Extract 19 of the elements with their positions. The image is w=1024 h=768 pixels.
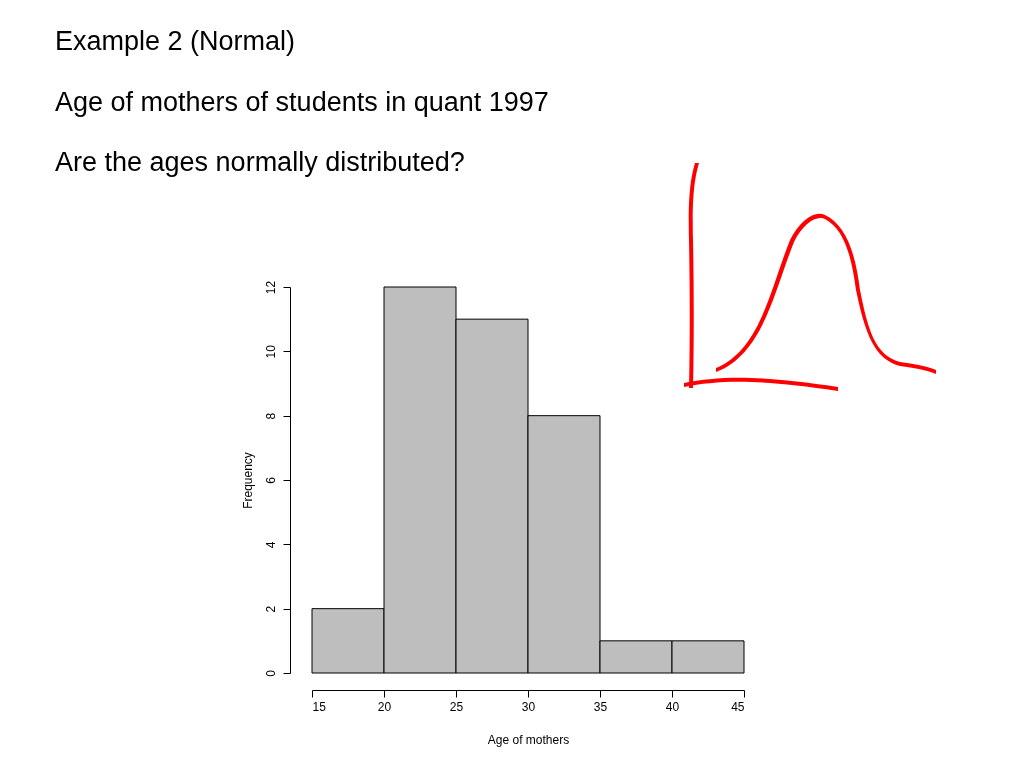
y-tick-label: 8 [263, 412, 278, 420]
y-tick-label: 10 [263, 344, 278, 359]
x-tick-label: 15 [312, 699, 327, 714]
x-tick-label: 45 [731, 699, 745, 714]
x-tick-label: 20 [377, 699, 392, 714]
x-tick-label: 40 [665, 699, 680, 714]
x-tick-label: 25 [449, 699, 464, 714]
y-tick-label: 2 [263, 605, 278, 613]
x-tick-label: 35 [593, 699, 608, 714]
chart-subtitle: Age of mothers of students in quant 1997 [55, 87, 549, 117]
y-axis-title: Frequency [240, 452, 255, 509]
text: Are the ages normally distributed? [55, 147, 465, 177]
y-tick-label: 0 [263, 669, 278, 677]
chart-title: Example 2 (Normal) [55, 26, 296, 56]
x-tick-label: 30 [521, 699, 536, 714]
x-axis-title: Age of mothers [487, 732, 570, 747]
y-tick-label: 6 [263, 476, 278, 484]
y-tick-label: 4 [263, 541, 278, 549]
y-tick-label: 12 [263, 280, 278, 295]
